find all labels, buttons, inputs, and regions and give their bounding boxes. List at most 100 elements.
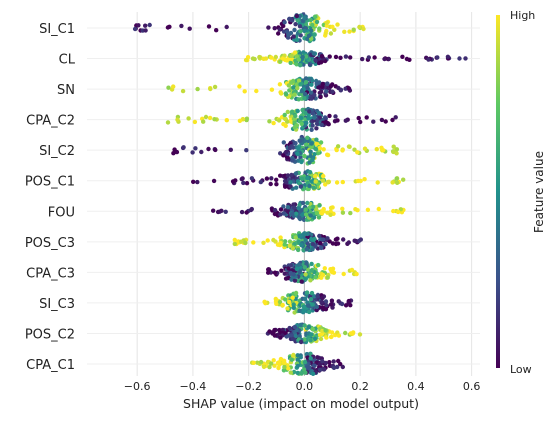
shap-point (312, 32, 317, 37)
shap-point (390, 117, 395, 123)
shap-point (276, 365, 281, 371)
shap-point (318, 140, 324, 145)
shap-point (302, 360, 308, 365)
shap-point (291, 302, 296, 307)
shap-point (314, 137, 319, 142)
shap-point (379, 117, 385, 123)
shap-point (323, 299, 329, 304)
shap-point (320, 305, 326, 310)
shap-point (358, 237, 363, 242)
shap-point (305, 352, 310, 357)
feature-points (266, 260, 359, 284)
shap-point (288, 180, 293, 185)
shap-point (271, 358, 276, 363)
shap-point (356, 178, 361, 184)
feature-points (165, 106, 398, 132)
shap-point (296, 247, 301, 253)
shap-point (308, 149, 313, 155)
shap-point (336, 333, 342, 338)
shap-point (391, 144, 396, 149)
shap-point (333, 237, 339, 242)
shap-point (320, 328, 325, 334)
shap-point (171, 84, 176, 89)
feature-points (232, 231, 363, 253)
shap-point (352, 238, 357, 243)
shap-point (383, 119, 388, 124)
shap-point (302, 15, 307, 21)
shap-point (180, 88, 186, 94)
shap-point (281, 23, 286, 29)
shap-point (303, 76, 309, 81)
shap-point (278, 173, 283, 178)
shap-point (320, 359, 325, 364)
shap-point (296, 97, 301, 102)
shap-point (294, 266, 300, 272)
feature-points (132, 12, 366, 44)
feature-label: FOU (48, 205, 75, 220)
shap-point (298, 62, 303, 68)
shap-point (335, 144, 341, 149)
shap-point (244, 148, 249, 153)
shap-point (288, 60, 293, 65)
shap-point (307, 160, 312, 165)
shap-point (328, 205, 334, 211)
shap-point (314, 304, 319, 310)
shap-point (391, 208, 396, 214)
shap-point (291, 369, 297, 375)
shap-point (254, 88, 259, 94)
shap-point (290, 158, 295, 163)
shap-point (365, 207, 371, 212)
shap-point (232, 237, 237, 243)
shap-point (309, 90, 314, 95)
shap-point (285, 205, 291, 210)
shap-point (266, 270, 271, 275)
shap-point (340, 179, 345, 185)
shap-point (282, 242, 287, 247)
shap-point (271, 237, 276, 243)
shap-point (287, 239, 293, 244)
shap-point (307, 309, 312, 315)
shap-point (315, 355, 320, 360)
shap-point (312, 294, 317, 299)
shap-point (295, 85, 300, 91)
shap-point (289, 17, 294, 23)
shap-point (321, 237, 326, 242)
shap-point (343, 54, 349, 59)
shap-point (278, 207, 284, 212)
shap-point (242, 89, 247, 94)
shap-point (314, 121, 320, 127)
shap-point (309, 144, 314, 149)
shap-point (237, 118, 243, 124)
shap-point (165, 120, 171, 125)
shap-point (191, 179, 196, 184)
shap-point (312, 336, 318, 341)
shap-point (309, 261, 314, 267)
shap-point (305, 231, 310, 237)
shap-point (314, 141, 319, 146)
shap-point (297, 216, 303, 222)
shap-point (293, 58, 298, 63)
shap-point (237, 84, 242, 89)
shap-point (321, 367, 327, 372)
shap-point (305, 135, 310, 140)
shap-point (391, 149, 396, 155)
shap-point (333, 114, 338, 119)
shap-point (312, 363, 317, 368)
shap-point (309, 82, 314, 87)
shap-point (294, 62, 299, 67)
shap-point (308, 17, 313, 23)
shap-point (187, 26, 192, 31)
shap-point (285, 306, 290, 311)
shap-point (307, 109, 312, 114)
shap-point (261, 240, 266, 245)
shap-point (379, 145, 384, 150)
x-axis-label: SHAP value (impact on model output) (183, 396, 419, 411)
shap-point (307, 183, 312, 189)
shap-point (132, 26, 138, 32)
shap-point (282, 116, 288, 121)
shap-point (304, 142, 309, 147)
shap-point (341, 237, 346, 242)
shap-point (175, 117, 180, 122)
shap-point (299, 89, 304, 94)
